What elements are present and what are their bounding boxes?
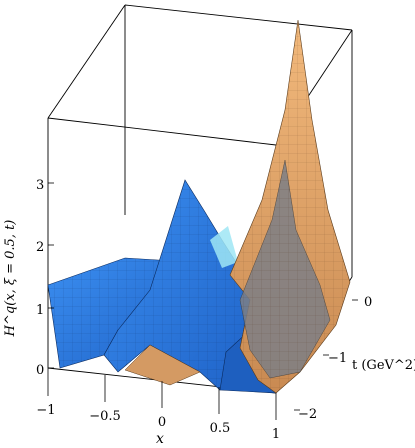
z-axis-title: H^q(x, ξ = 0.5, t) [3,220,18,338]
z-tick-label: 2 [36,240,44,255]
x-axis: −1 −0.5 0 0.5 1 x [36,368,280,447]
blue-surface [47,179,277,394]
z-axis: 0 1 2 3 H^q(x, ξ = 0.5, t) [3,178,54,378]
x-tick-label: 1 [272,427,280,442]
z-tick-label: 1 [36,303,44,318]
x-axis-title: x [156,431,164,447]
t-tick-label: −2 [298,407,317,422]
t-axis: 0 −1 −2 t (GeV^2) [294,295,415,422]
orange-surface [124,19,351,394]
t-tick-label: 0 [364,295,372,310]
x-tick-label: 0 [158,415,166,430]
t-tick-label: −1 [328,351,347,366]
x-tick-label: −1 [36,403,55,418]
x-tick-label: −0.5 [89,409,121,424]
x-tick-label: 0.5 [210,421,231,436]
z-tick-label: 3 [36,178,44,193]
t-axis-title: t (GeV^2) [352,358,415,373]
z-tick-label: 0 [36,363,44,378]
